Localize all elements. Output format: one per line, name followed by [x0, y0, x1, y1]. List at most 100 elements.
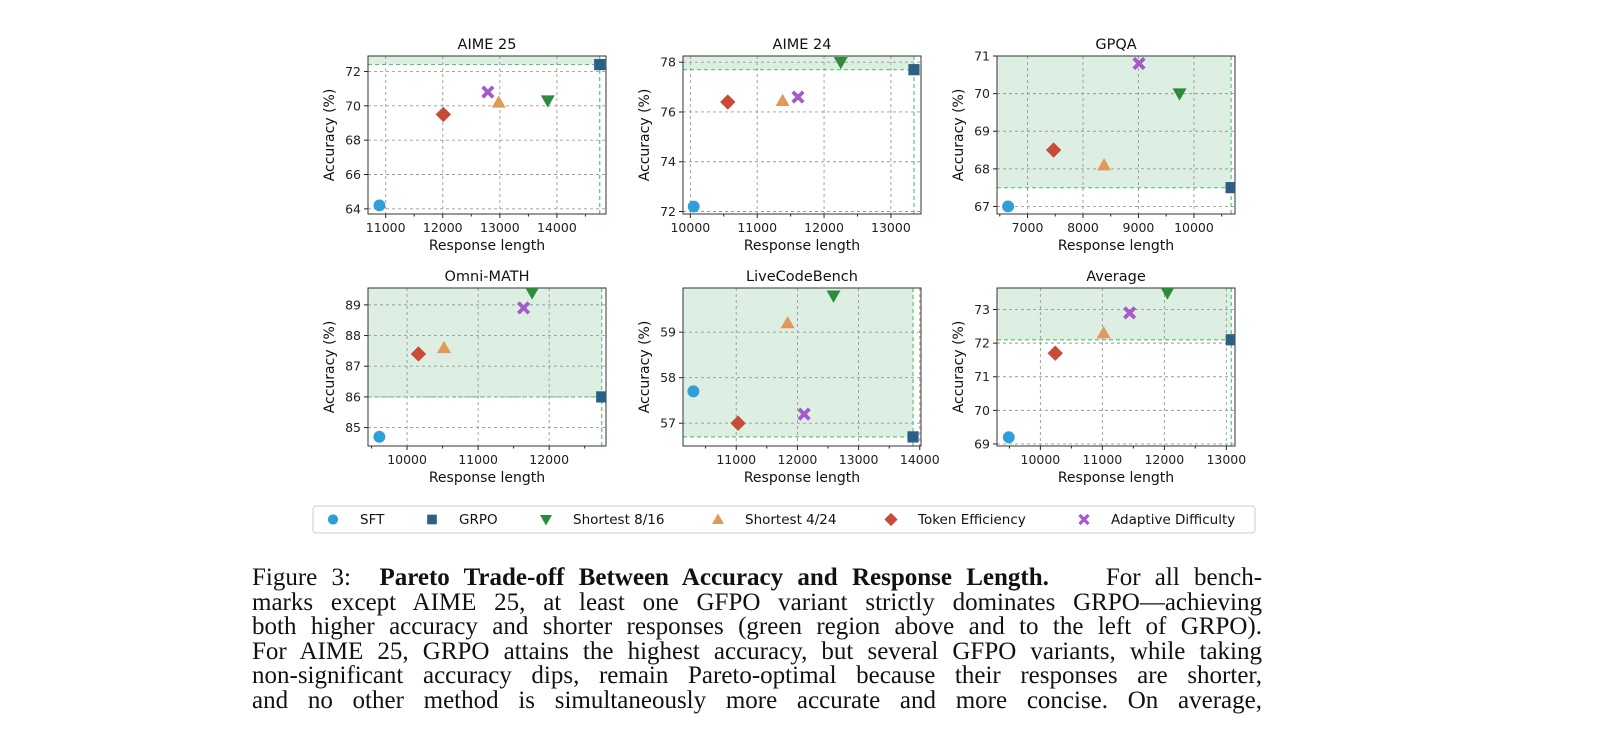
legend-label: Shortest 8/16	[573, 512, 664, 528]
point-grpo	[1225, 182, 1235, 194]
x-tick-label: 12000	[423, 220, 463, 235]
x-tick-label: 14000	[900, 452, 940, 467]
data-points	[687, 56, 920, 213]
legend-item-shortest-8-16: Shortest 8/16	[540, 512, 664, 528]
x-tick-label: 13000	[839, 452, 879, 467]
x-axis-label: Response length	[1058, 470, 1174, 486]
y-tick-label: 68	[974, 161, 990, 176]
x-axis-label: Response length	[1058, 238, 1174, 254]
legend-item-sft: SFT	[327, 512, 385, 528]
point-shortest-8-16	[525, 288, 539, 300]
point-grpo	[908, 64, 920, 76]
caption-line: For AIME 25, GRPO attains the highest ac…	[252, 637, 1262, 665]
y-tick-label: 86	[345, 389, 361, 404]
caption-label: Figure 3:	[252, 564, 351, 591]
axes-frame	[996, 287, 1236, 447]
legend-item-shortest-4-24: Shortest 4/24	[712, 512, 836, 528]
legend-frame	[312, 505, 1256, 534]
x-axis-label: Response length	[744, 470, 860, 486]
y-tick-label: 64	[345, 201, 361, 216]
legend-marker-x	[1078, 513, 1090, 526]
legend-label: Token Efficiency	[917, 512, 1026, 528]
caption-text: For all bench-	[1105, 564, 1263, 591]
point-grpo	[596, 391, 606, 403]
data-points	[373, 58, 606, 212]
x-tick-label: 8000	[1067, 220, 1099, 235]
point-adaptive-difficulty	[516, 301, 531, 315]
y-tick-label: 70	[345, 98, 361, 113]
point-token-efficiency	[730, 415, 746, 431]
data-points	[373, 288, 606, 443]
x-tick-label: 11000	[458, 452, 498, 467]
point-sft	[1002, 200, 1015, 213]
y-tick-label: 70	[974, 403, 990, 418]
y-tick-label: 58	[660, 370, 676, 385]
axes-frame	[996, 55, 1236, 215]
point-token-efficiency	[435, 106, 452, 123]
caption-title: Pareto Trade-off Between Accuracy and Re…	[379, 564, 1049, 591]
pareto-region	[997, 288, 1232, 340]
axes-frame	[682, 55, 922, 215]
x-tick-label: 12000	[804, 220, 844, 235]
pareto-region	[683, 56, 914, 70]
subplot-omni-math: 85 86 87 88 89 10000 11000 12000 Omni-MATH Respon…	[322, 269, 607, 486]
point-adaptive-difficulty	[1123, 306, 1137, 320]
y-tick-label: 69	[974, 436, 990, 451]
x-axis-label: Response length	[429, 238, 545, 254]
point-shortest-4-24	[775, 93, 790, 107]
y-tick-label: 73	[974, 302, 990, 317]
point-grpo	[594, 58, 606, 71]
y-tick-label: 57	[660, 416, 676, 431]
y-tick-label: 66	[345, 167, 361, 182]
y-tick-label: 71	[974, 49, 990, 64]
x-axis-label: Response length	[744, 238, 860, 254]
y-axis-label: Accuracy (%)	[951, 321, 967, 414]
x-tick-label: 11000	[716, 452, 756, 467]
pareto-region	[997, 56, 1232, 188]
axes-frame	[682, 287, 922, 447]
figure-caption: Figure 3: Pareto Trade-off Between Accur…	[252, 564, 1263, 714]
y-tick-label: 72	[660, 204, 676, 219]
x-tick-label: 12000	[778, 452, 818, 467]
point-sft	[687, 200, 700, 213]
point-token-efficiency	[1045, 142, 1062, 158]
point-sft	[373, 430, 386, 443]
y-tick-label: 72	[974, 336, 990, 351]
point-adaptive-difficulty	[481, 85, 495, 99]
x-tick-label: 14000	[537, 220, 577, 235]
point-token-efficiency	[1047, 345, 1063, 361]
legend-item-adaptive-difficulty: Adaptive Difficulty	[1078, 512, 1235, 528]
point-sft	[687, 385, 700, 398]
y-axis-label: Accuracy (%)	[637, 321, 653, 414]
point-token-efficiency	[410, 346, 427, 362]
legend-label: GRPO	[459, 512, 498, 528]
legend-marker-square	[427, 514, 437, 525]
point-adaptive-difficulty	[797, 407, 811, 421]
legend-item-token-efficiency: Token Efficiency	[884, 512, 1026, 528]
x-axis-label: Response length	[429, 470, 545, 486]
y-tick-label: 67	[974, 199, 990, 214]
subplot-aime-24: 72 74 76 78 10000 11000 12000 13000 AIME 24 Respo…	[637, 37, 922, 254]
x-tick-label: 13000	[871, 220, 911, 235]
pareto-region	[368, 56, 600, 65]
legend-label: SFT	[360, 512, 385, 528]
point-grpo	[907, 431, 919, 443]
x-tick-label: 13000	[480, 220, 520, 235]
y-tick-label: 89	[345, 297, 361, 312]
subplot-gpqa: 67 68 69 70 71 7000 8000 9000 10000 GPQA Response …	[951, 37, 1236, 254]
subplot-aime-25: 64 66 68 70 72 11000 12000 13000 14000 AIME 25 Res…	[322, 37, 607, 254]
x-tick-label: 11000	[737, 220, 777, 235]
point-shortest-4-24	[437, 340, 452, 354]
y-axis-label: Accuracy (%)	[637, 89, 653, 182]
y-tick-label: 78	[660, 55, 676, 70]
legend-label: Adaptive Difficulty	[1111, 512, 1235, 528]
x-tick-label: 10000	[1021, 452, 1061, 467]
point-shortest-8-16	[833, 56, 848, 70]
x-tick-label: 10000	[387, 452, 427, 467]
legend-item-grpo: GRPO	[427, 512, 498, 528]
x-tick-label: 13000	[1206, 452, 1246, 467]
axes-frame	[367, 287, 607, 447]
legend-marker-diamond	[884, 512, 898, 527]
caption-line: and no other method is simultaneously mo…	[252, 686, 1262, 714]
subplot-title: AIME 25	[458, 37, 517, 53]
